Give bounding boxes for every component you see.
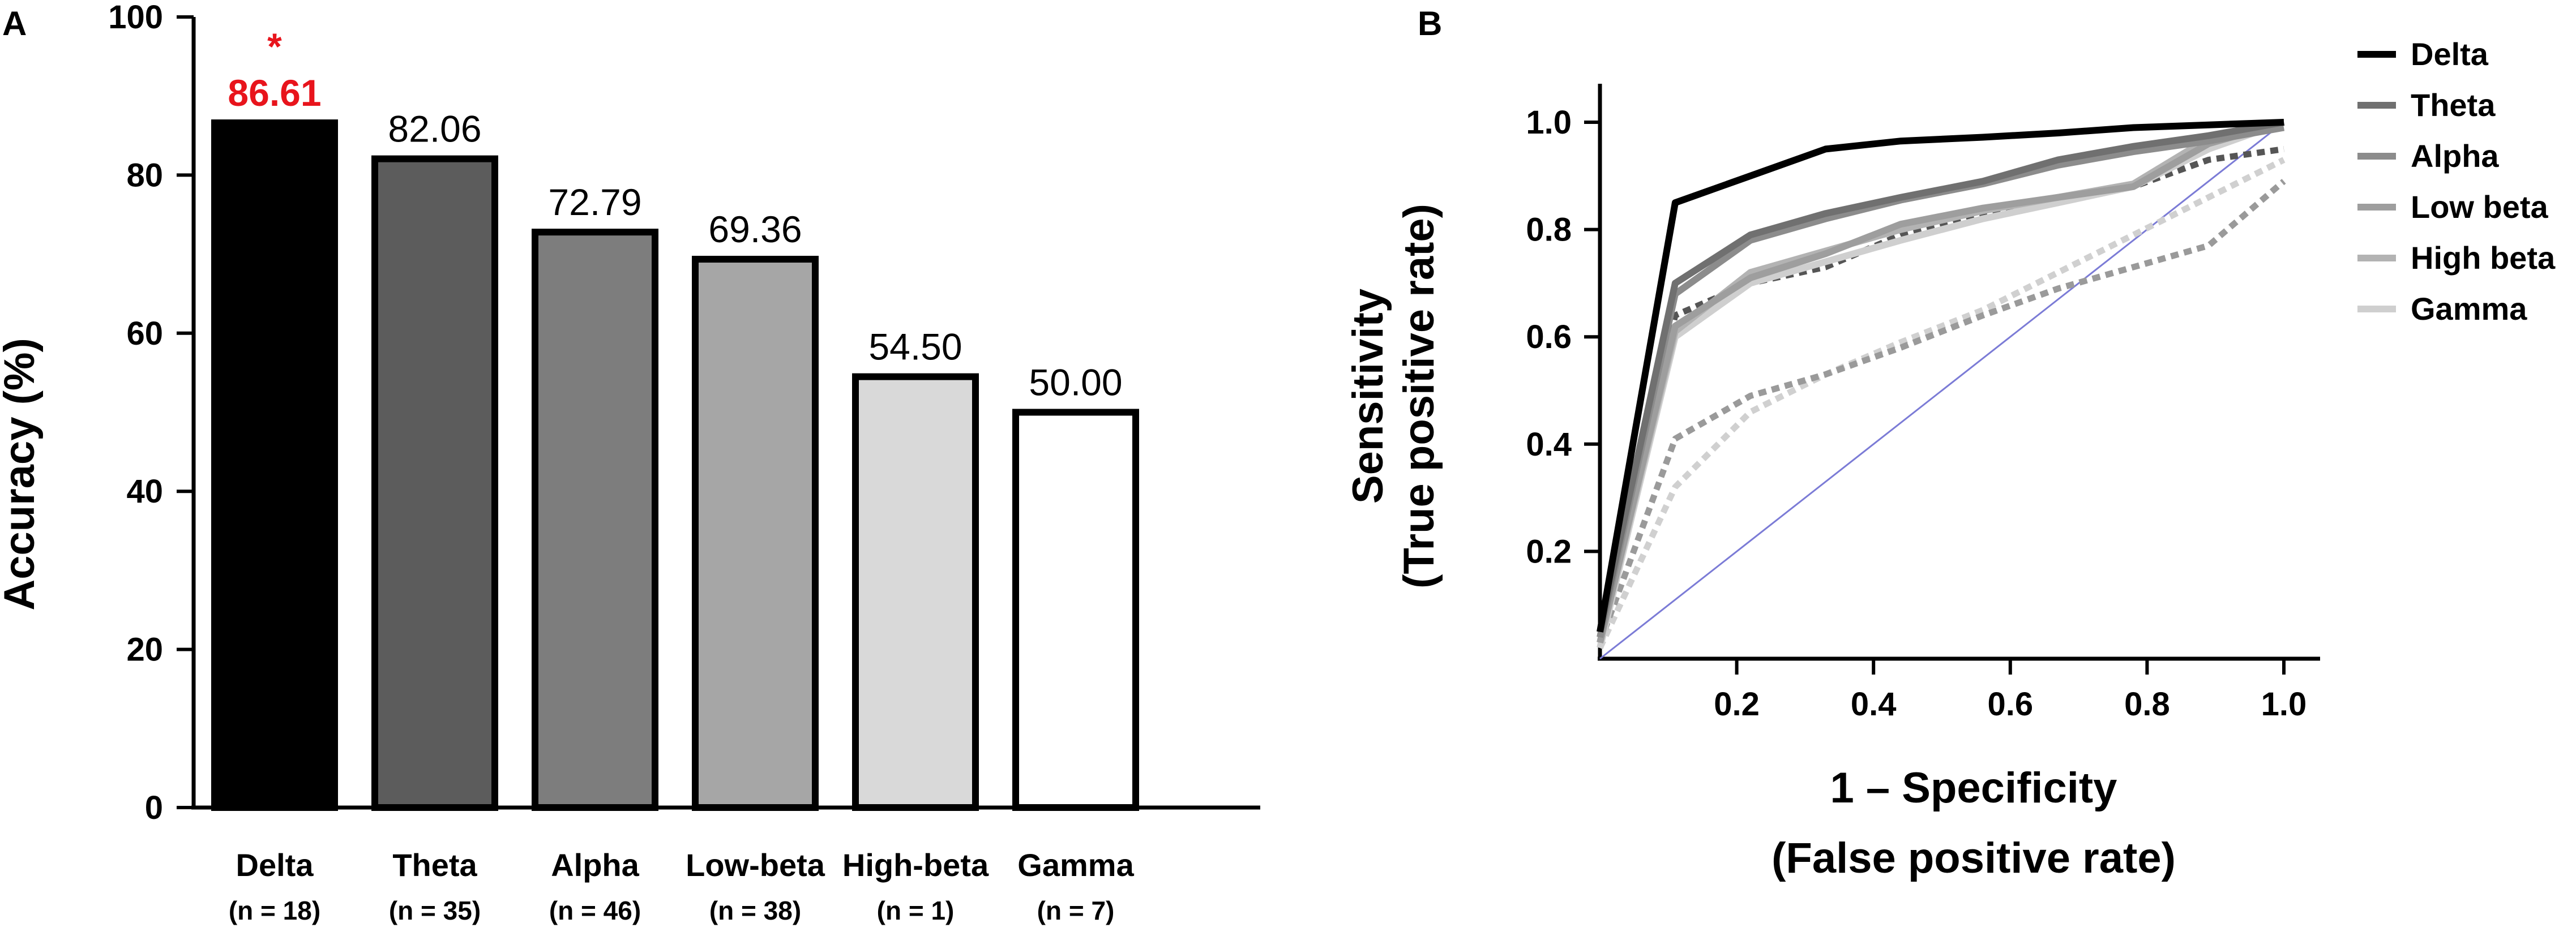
roc-curve-alpha-dotted: [1597, 179, 2286, 644]
bar-alpha: [532, 229, 658, 811]
category-label: Theta: [392, 847, 477, 883]
panel-b-label: B: [1418, 5, 1442, 42]
significance-marker: *: [267, 25, 282, 67]
x-tick-label: 0.4: [1851, 686, 1897, 723]
category-n-label: (n = 18): [229, 896, 320, 925]
y-axis-title: Accuracy (%): [0, 338, 44, 611]
y-axis-title-line1: Sensitivity: [1344, 289, 1392, 504]
category-label: Gamma: [1017, 847, 1134, 883]
y-tick-label: 20: [126, 632, 163, 668]
category-label: Low-beta: [686, 847, 825, 883]
bar-value-label: 69.36: [708, 208, 802, 250]
bar-value-label: 54.50: [868, 326, 962, 368]
category-n-label: (n = 7): [1037, 896, 1115, 925]
y-tick-label: 100: [108, 0, 163, 36]
roc-curves: [1597, 119, 2286, 650]
x-tick-label: 0.2: [1714, 686, 1760, 723]
roc-ticks: 0.2 0.4 0.6 0.8 1.0 0.2 0.4 0.6 0.8 1.0: [1526, 104, 2307, 723]
reference-diagonal: [1599, 121, 2284, 660]
legend-label: Delta: [2411, 36, 2489, 72]
y-axis-title-line2: (True positive rate): [1395, 204, 1443, 589]
legend-label: Low beta: [2411, 189, 2549, 225]
y-tick-label: 1.0: [1526, 104, 1572, 141]
x-tick-label: 0.8: [2124, 686, 2170, 723]
y-tick-label: 0.8: [1526, 212, 1572, 248]
legend-label: Theta: [2411, 87, 2496, 123]
category-label: High-beta: [842, 847, 989, 883]
panel-a-label: A: [2, 5, 27, 42]
y-tick-label: 80: [126, 157, 163, 194]
y-tick-label: 60: [126, 315, 163, 352]
category-n-label: (n = 35): [389, 896, 481, 925]
roc-chart-panel: B Sensitivity (True positive rate) 1 – S…: [1344, 5, 2556, 882]
bar-delta: [211, 119, 338, 811]
legend-label: Gamma: [2411, 291, 2527, 327]
bar-chart-panel: A Accuracy (%) 0 20 40 60 80 100 86.61 * 82.06 7…: [0, 0, 1260, 925]
legend: Delta Theta Alpha Low beta High beta Gamma: [2357, 36, 2556, 327]
chance-diagonal-line: [1599, 121, 2284, 660]
x-axis-title-line1: 1 – Specificity: [1830, 764, 2117, 812]
category-label: Delta: [236, 847, 314, 883]
y-tick-label: 40: [126, 473, 163, 510]
bar-value-labels: 86.61 * 82.06 72.79 69.36 54.50 50.00: [228, 25, 1122, 403]
category-labels: Delta (n = 18) Theta (n = 35) Alpha (n = 46) L…: [229, 847, 1135, 925]
y-tick-label: 0.4: [1526, 426, 1572, 463]
y-tick-label: 0.2: [1526, 533, 1572, 570]
x-tick-label: 1.0: [2261, 686, 2307, 723]
category-n-label: (n = 38): [709, 896, 801, 925]
bar-value-label: 86.61: [228, 72, 321, 114]
bar-theta: [371, 155, 498, 811]
category-n-label: (n = 46): [549, 896, 641, 925]
bar-value-label: 72.79: [548, 181, 641, 223]
category-n-label: (n = 1): [877, 896, 955, 925]
x-tick-label: 0.6: [1987, 686, 2033, 723]
y-tick-label: 0: [145, 789, 163, 826]
roc-curve-low-beta: [1597, 119, 2285, 643]
bar-value-label: 50.00: [1029, 362, 1122, 403]
bar-gamma: [1012, 409, 1139, 811]
roc-curve-delta: [1597, 119, 2284, 633]
bar-high-beta: [852, 373, 979, 811]
legend-label: High beta: [2411, 240, 2556, 276]
legend-label: Alpha: [2411, 138, 2499, 174]
roc-curve-theta: [1597, 119, 2285, 633]
x-axis-title-line2: (False positive rate): [1771, 834, 2176, 882]
bar-low-beta: [692, 256, 819, 812]
y-ticks: 0 20 40 60 80 100: [108, 0, 194, 826]
y-tick-label: 0.6: [1526, 319, 1572, 355]
bars: [211, 119, 1139, 812]
bar-value-label: 82.06: [388, 108, 481, 150]
roc-curve-gamma-dotted: [1597, 157, 2286, 650]
category-label: Alpha: [551, 847, 639, 883]
